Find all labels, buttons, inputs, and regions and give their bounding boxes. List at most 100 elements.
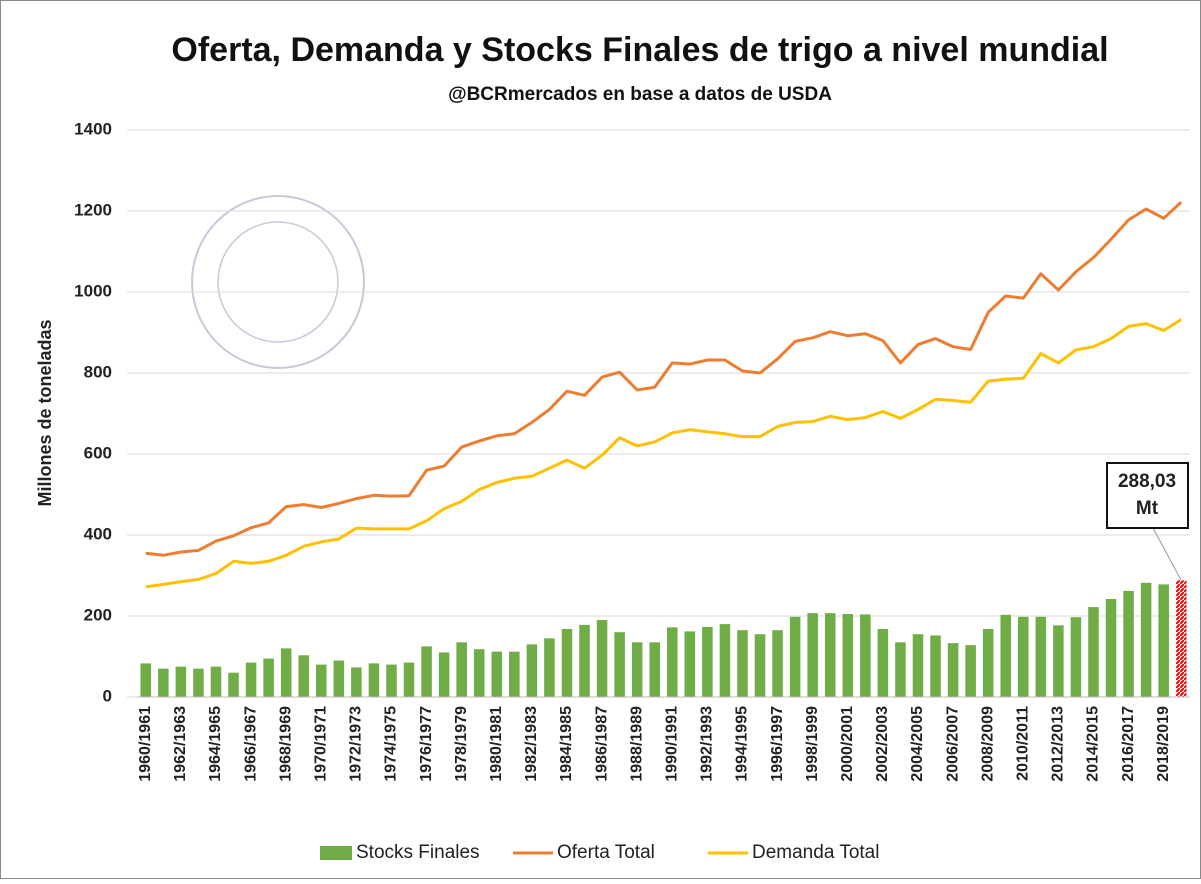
x-tick-label: 1994/1995 — [734, 706, 751, 782]
bar — [526, 644, 538, 697]
x-tick-label: 2008/2009 — [979, 706, 996, 782]
x-tick-label: 1986/1987 — [593, 706, 610, 782]
bar — [473, 649, 485, 697]
x-tick-label: 2000/2001 — [839, 706, 856, 782]
x-tick-label: 1960/1961 — [137, 706, 154, 782]
bar — [245, 662, 257, 697]
bar — [1053, 625, 1064, 697]
bar — [824, 613, 836, 697]
bar — [982, 628, 994, 697]
bar — [667, 627, 678, 697]
legend-label: Oferta Total — [557, 842, 655, 863]
bar — [316, 664, 327, 697]
bar — [228, 672, 239, 697]
bar — [860, 614, 871, 697]
x-tick-label: 2012/2013 — [1050, 706, 1067, 782]
bar — [1070, 617, 1082, 697]
bar — [1175, 580, 1187, 697]
x-tick-label: 1990/1991 — [663, 706, 680, 782]
y-tick-label: 600 — [84, 443, 112, 462]
bar — [1140, 582, 1152, 697]
bar — [298, 655, 309, 697]
x-tick-label: 1984/1985 — [558, 706, 575, 782]
bar — [702, 626, 713, 697]
bar — [561, 628, 573, 697]
annotation-leader — [1152, 527, 1182, 581]
bar — [193, 668, 204, 697]
bar — [1000, 614, 1011, 697]
bar — [877, 628, 889, 697]
x-tick-label: 2010/2011 — [1014, 706, 1031, 781]
bar — [210, 666, 222, 697]
bar — [438, 652, 450, 697]
bar — [403, 662, 415, 697]
x-tick-label: 1982/1983 — [523, 706, 540, 782]
bar — [1088, 607, 1099, 697]
x-tick-label: 1978/1979 — [453, 706, 470, 782]
bar — [1123, 590, 1134, 697]
chart-subtitle: @BCRmercados en base a datos de USDA — [448, 84, 832, 105]
legend-label: Stocks Finales — [356, 842, 480, 863]
y-tick-label: 800 — [84, 362, 112, 381]
bar — [509, 651, 520, 697]
x-tick-label: 1962/1963 — [172, 706, 189, 782]
x-tick-label: 1968/1969 — [277, 706, 294, 782]
legend-swatch — [320, 846, 352, 860]
y-tick-label: 0 — [103, 686, 112, 705]
bar — [789, 616, 801, 697]
bar — [1035, 616, 1047, 697]
annotation-box — [1106, 462, 1189, 529]
y-tick-label: 1200 — [74, 200, 112, 219]
bar — [368, 663, 380, 697]
bar — [649, 642, 660, 697]
bar — [579, 624, 590, 697]
x-tick-label: 1970/1971 — [312, 706, 329, 782]
bar — [631, 642, 643, 697]
y-tick-label: 400 — [84, 524, 112, 543]
y-tick-label: 200 — [84, 605, 112, 624]
bar — [930, 635, 941, 697]
x-tick-label: 1966/1967 — [242, 706, 259, 782]
x-tick-label: 2002/2003 — [874, 706, 891, 782]
x-tick-label: 1964/1965 — [207, 706, 224, 782]
bar — [386, 664, 397, 697]
bar — [596, 620, 608, 697]
bar — [614, 632, 625, 697]
bar — [421, 646, 432, 697]
watermark — [191, 195, 365, 369]
x-tick-label: 2004/2005 — [909, 706, 926, 782]
bar — [912, 634, 924, 697]
bar — [491, 651, 503, 697]
x-tick-label: 2006/2007 — [944, 706, 961, 782]
y-tick-label: 1000 — [74, 281, 112, 300]
y-tick-label: 1400 — [74, 119, 112, 138]
x-tick-label: 1988/1989 — [628, 706, 645, 782]
bar — [1105, 598, 1117, 697]
legend-label: Demanda Total — [752, 842, 879, 863]
bar — [280, 648, 292, 697]
bar — [140, 663, 152, 697]
watermark — [217, 221, 339, 343]
x-tick-label: 2016/2017 — [1120, 706, 1137, 782]
x-tick-label: 1996/1997 — [769, 706, 786, 782]
bar — [754, 634, 766, 697]
annotation-text: 288,03 — [1118, 471, 1176, 492]
bar — [772, 630, 783, 697]
line — [145, 200, 1183, 557]
x-tick-label: 1998/1999 — [804, 706, 821, 782]
chart-title: Oferta, Demanda y Stocks Finales de trig… — [171, 31, 1108, 69]
x-tick-label: 1974/1975 — [383, 706, 400, 782]
bar — [947, 643, 959, 697]
bar — [333, 660, 345, 697]
y-axis-label: Millones de toneladas — [35, 319, 55, 506]
bar — [719, 624, 731, 697]
bar — [175, 666, 187, 697]
bar — [895, 642, 906, 697]
line — [145, 318, 1182, 589]
x-tick-label: 1980/1981 — [488, 706, 505, 782]
bar — [456, 642, 467, 697]
bar — [544, 638, 555, 697]
bar — [842, 613, 854, 697]
